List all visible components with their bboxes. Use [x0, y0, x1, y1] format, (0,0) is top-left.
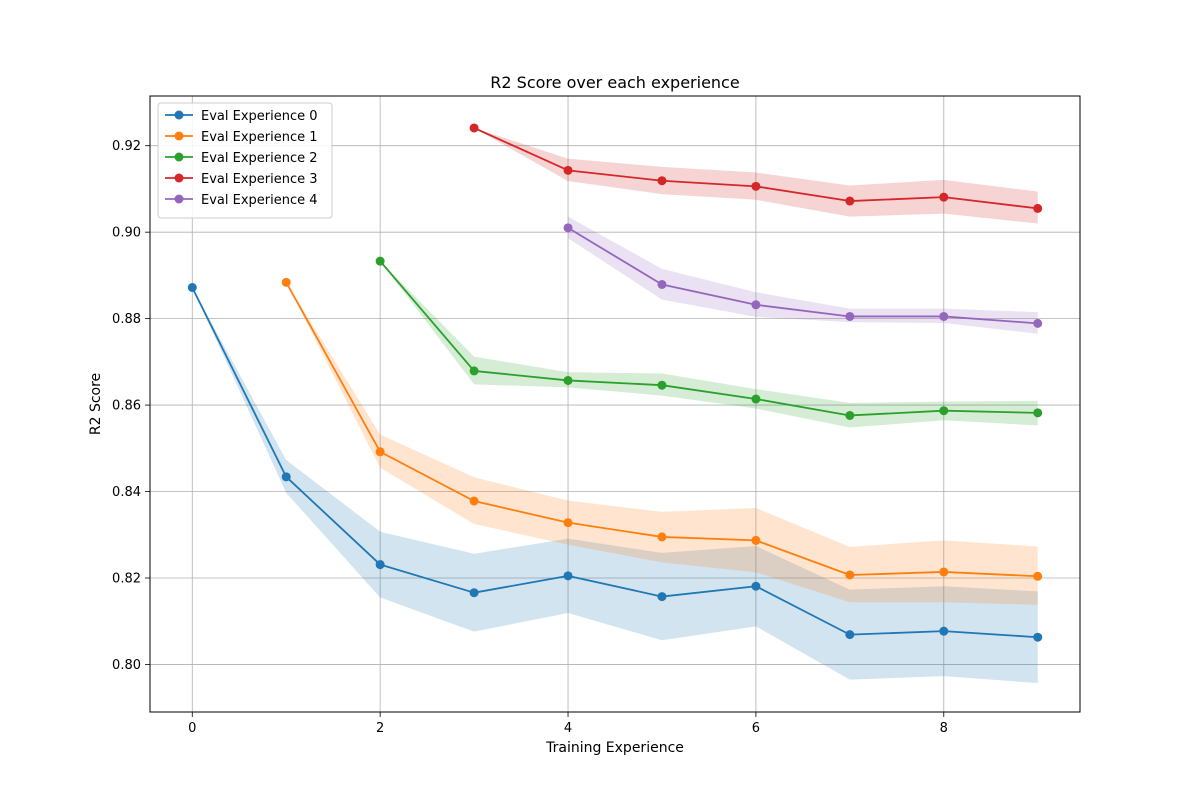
data-point — [1033, 203, 1043, 213]
data-point — [657, 176, 667, 186]
data-point — [375, 447, 385, 457]
x-tick-label: 6 — [752, 721, 760, 736]
data-point — [939, 192, 949, 202]
x-tick-label: 4 — [564, 721, 572, 736]
data-point — [469, 366, 479, 376]
data-point — [657, 532, 667, 542]
data-point — [1033, 408, 1043, 418]
legend-label: Eval Experience 1 — [201, 130, 318, 145]
y-tick-label: 0.92 — [112, 139, 141, 154]
data-point — [845, 196, 855, 206]
data-point — [939, 567, 949, 577]
y-tick-label: 0.88 — [112, 312, 141, 327]
y-tick-label: 0.86 — [112, 399, 141, 414]
series-markers — [187, 123, 1043, 642]
data-point — [563, 223, 573, 233]
data-point — [751, 581, 761, 591]
legend: Eval Experience 0 Eval Experience 1 Eval E… — [157, 102, 333, 219]
legend-label: Eval Experience 2 — [201, 151, 318, 166]
legend-swatch-marker — [174, 173, 184, 183]
data-point — [563, 165, 573, 175]
data-point — [939, 626, 949, 636]
x-axis-label: Training Experience — [545, 740, 684, 756]
data-point — [375, 560, 385, 570]
data-point — [657, 380, 667, 390]
data-point — [657, 279, 667, 289]
y-axis-ticks: 0.80 0.82 0.84 0.86 0.88 0.90 0.92 — [112, 139, 150, 673]
x-tick-label: 8 — [940, 721, 948, 736]
data-point — [845, 311, 855, 321]
data-point — [1033, 632, 1043, 642]
x-tick-label: 0 — [188, 721, 196, 736]
series-band-0 — [192, 287, 1038, 684]
data-point — [751, 394, 761, 404]
legend-swatch-marker — [174, 131, 184, 141]
legend-box — [157, 102, 333, 219]
y-axis-label: R2 Score — [88, 373, 104, 435]
y-tick-label: 0.80 — [112, 658, 141, 673]
data-point — [751, 535, 761, 545]
data-point — [563, 571, 573, 581]
data-point — [845, 570, 855, 580]
data-point — [469, 588, 479, 598]
data-point — [939, 311, 949, 321]
data-point — [1033, 318, 1043, 328]
data-point — [375, 256, 385, 266]
data-point — [187, 283, 197, 293]
data-point — [751, 181, 761, 191]
x-axis-ticks: 0 2 4 6 8 — [188, 712, 948, 736]
legend-label: Eval Experience 0 — [201, 109, 318, 124]
plot-frame — [149, 95, 1081, 713]
legend-swatch-marker — [174, 152, 184, 162]
legend-label: Eval Experience 4 — [201, 193, 318, 208]
legend-swatch-marker — [174, 194, 184, 204]
legend-label: Eval Experience 3 — [201, 172, 318, 187]
data-point — [939, 406, 949, 416]
data-point — [845, 630, 855, 640]
y-tick-label: 0.90 — [112, 226, 141, 241]
data-point — [845, 410, 855, 420]
series-line-4 — [567, 227, 1038, 325]
grid — [150, 96, 1080, 712]
data-point — [1033, 571, 1043, 581]
data-point — [281, 472, 291, 482]
data-point — [563, 375, 573, 385]
series-band-2 — [380, 261, 1038, 428]
legend-swatch-marker — [174, 110, 184, 120]
data-point — [469, 123, 479, 133]
data-point — [657, 592, 667, 602]
data-point — [469, 496, 479, 506]
series-line-2 — [379, 260, 1038, 417]
chart-title: R2 Score over each experience — [490, 73, 739, 92]
data-point — [563, 518, 573, 528]
data-point — [751, 300, 761, 310]
y-tick-label: 0.84 — [112, 485, 141, 500]
series-line-0 — [191, 287, 1038, 639]
data-point — [281, 277, 291, 287]
y-tick-label: 0.82 — [112, 571, 141, 586]
x-tick-label: 2 — [376, 721, 384, 736]
